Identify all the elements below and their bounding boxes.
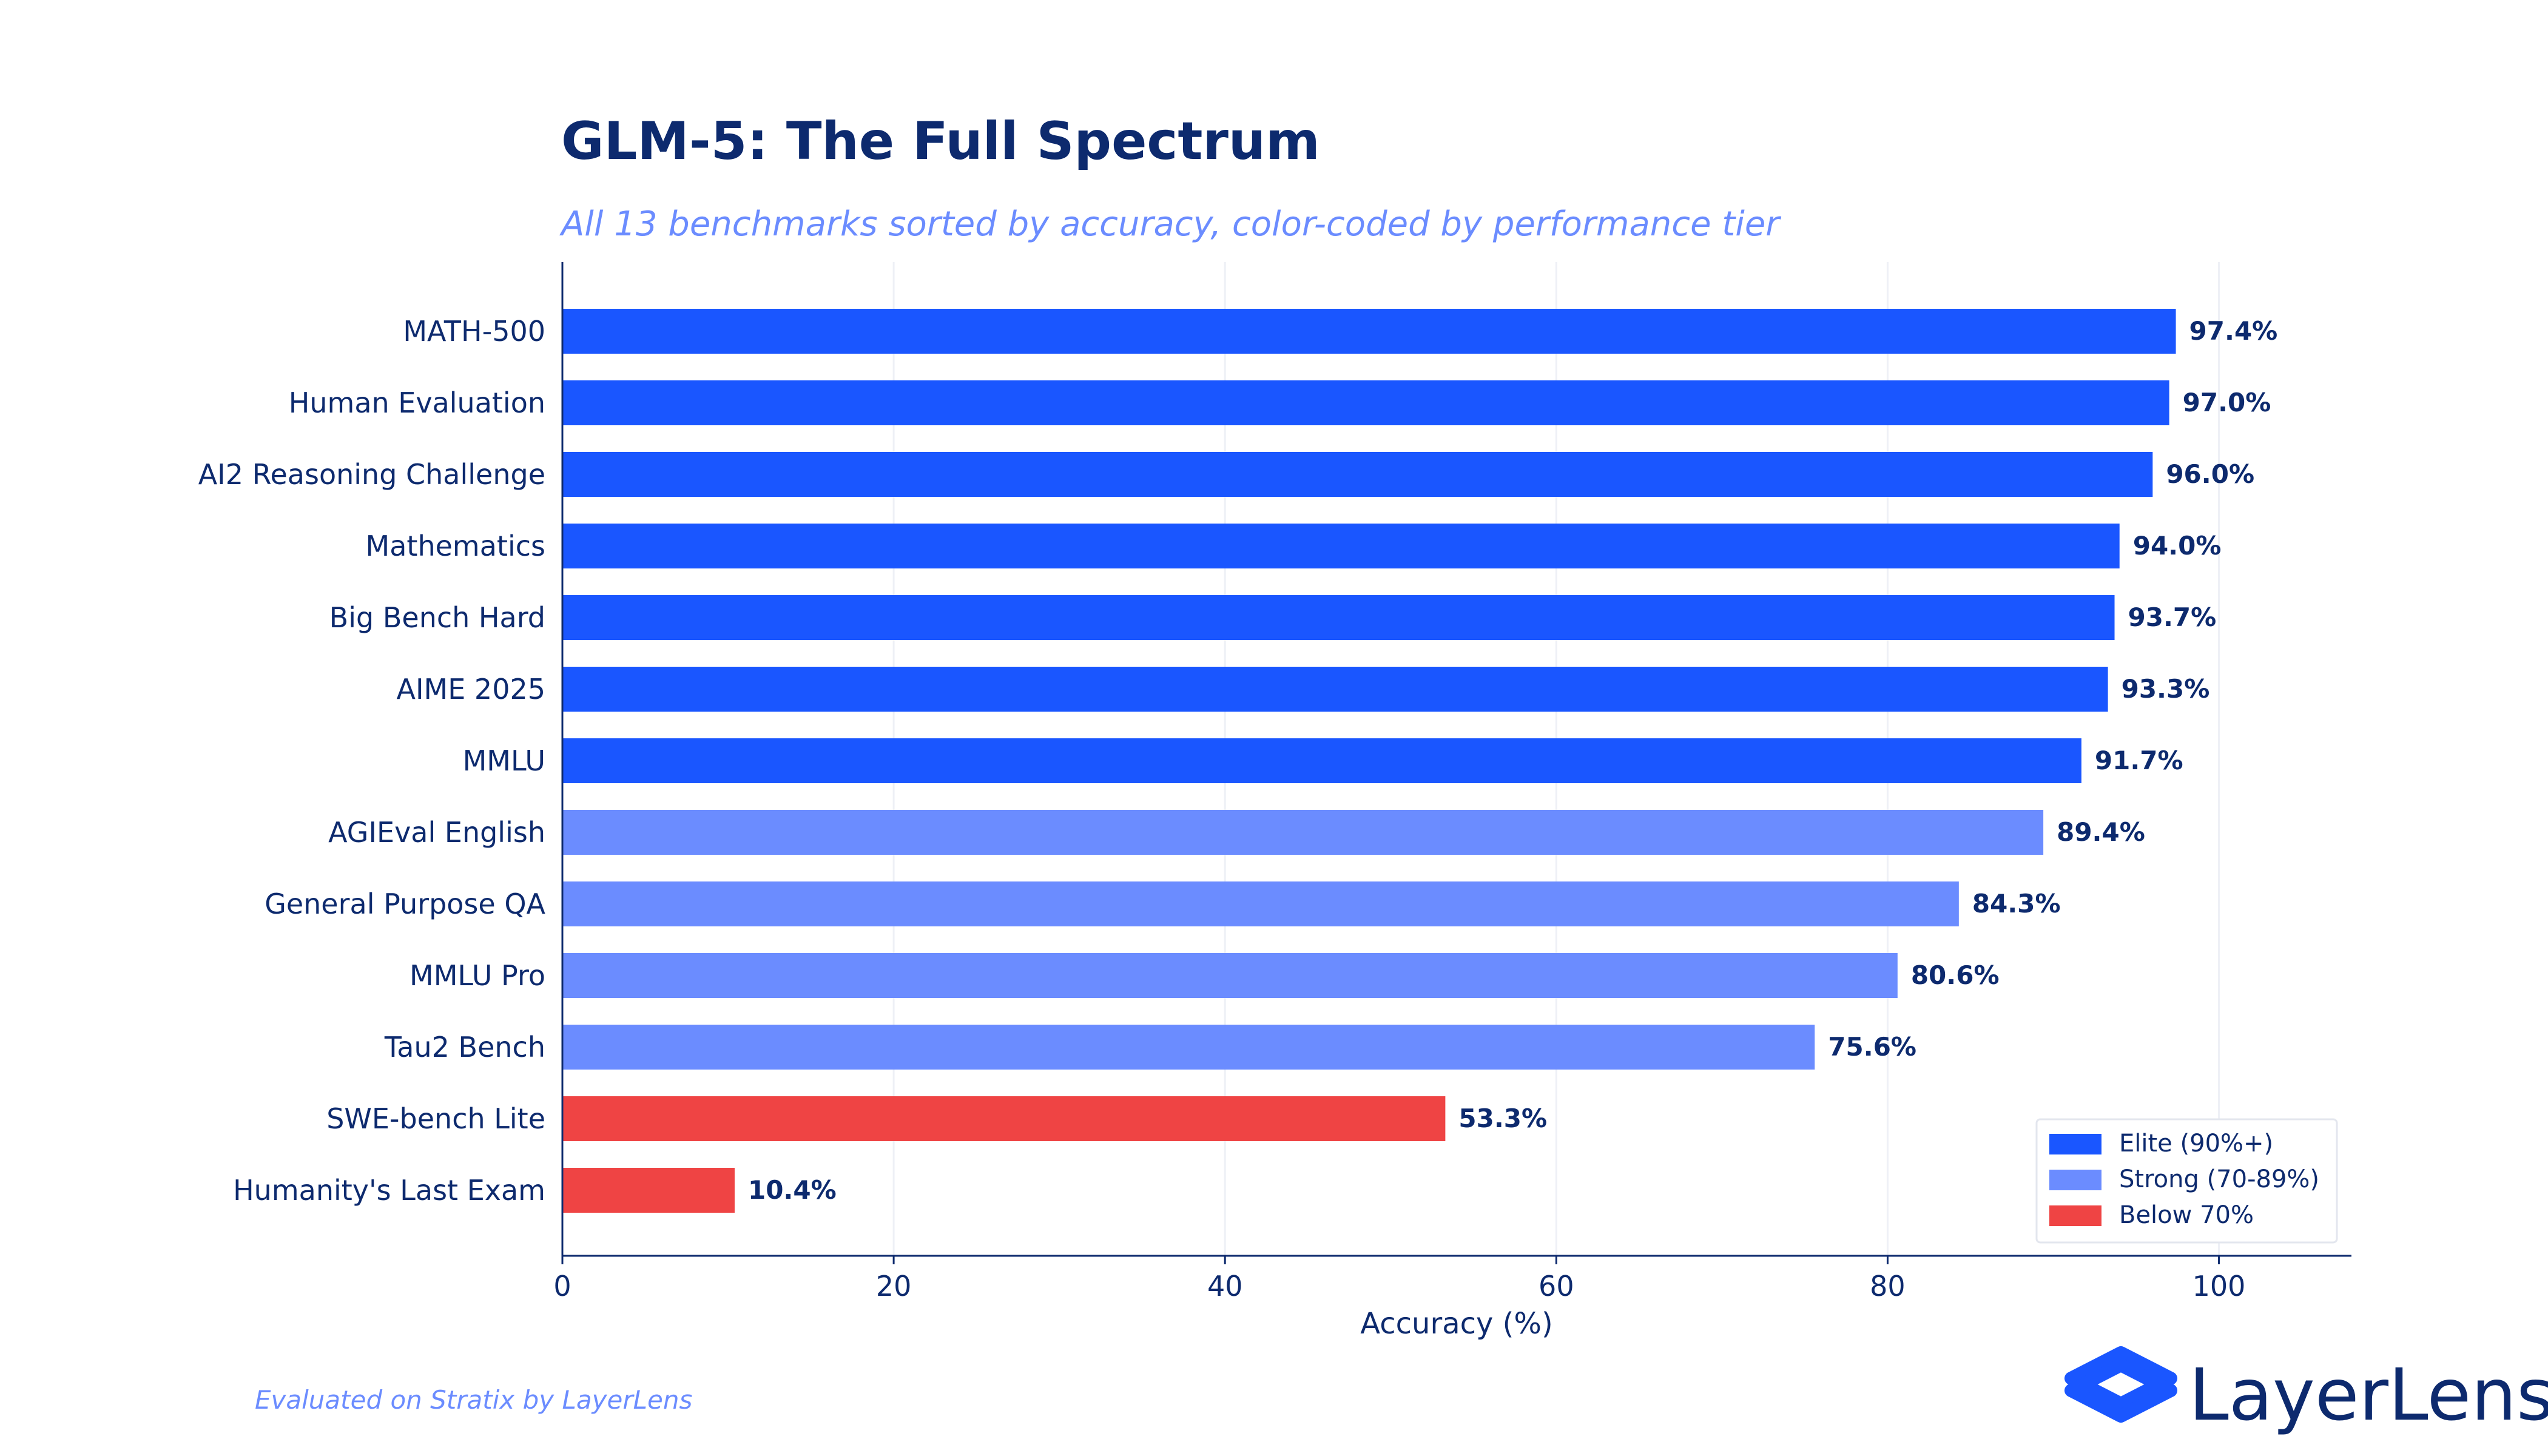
category-label: Humanity's Last Exam bbox=[233, 1174, 545, 1207]
bar bbox=[562, 738, 2081, 783]
layers-icon bbox=[2064, 1346, 2177, 1423]
bar bbox=[562, 524, 2120, 568]
bar bbox=[562, 953, 1898, 998]
bar bbox=[562, 1096, 1446, 1141]
category-label: AGIEval English bbox=[328, 816, 545, 849]
bar bbox=[562, 881, 1959, 926]
legend-box bbox=[2035, 1118, 2338, 1244]
legend-label-elite: Elite (90%+) bbox=[2119, 1130, 2273, 1158]
x-tick-label: 40 bbox=[1207, 1270, 1243, 1303]
category-label: AIME 2025 bbox=[397, 673, 545, 706]
x-tick-label: 80 bbox=[1870, 1270, 1906, 1303]
x-tick-label: 60 bbox=[1539, 1270, 1574, 1303]
bar bbox=[562, 309, 2176, 354]
legend-label-below: Below 70% bbox=[2119, 1201, 2254, 1229]
data-label: 91.7% bbox=[2095, 746, 2183, 775]
bar bbox=[562, 667, 2108, 712]
bar bbox=[562, 810, 2044, 855]
data-label: 10.4% bbox=[748, 1175, 837, 1205]
category-label: Human Evaluation bbox=[289, 386, 545, 419]
category-label: MATH-500 bbox=[403, 315, 545, 348]
data-label: 93.7% bbox=[2128, 602, 2217, 632]
legend: Elite (90%+) Strong (70-89%) Below 70% bbox=[2035, 1118, 2338, 1244]
data-label: 97.0% bbox=[2183, 388, 2271, 417]
x-axis-label: Accuracy (%) bbox=[1360, 1307, 1552, 1341]
category-label: Tau2 Bench bbox=[384, 1031, 545, 1063]
data-label: 84.3% bbox=[1972, 889, 2061, 918]
axes bbox=[561, 262, 2351, 1257]
data-label: 93.3% bbox=[2122, 674, 2210, 704]
category-label: MMLU Pro bbox=[410, 959, 545, 992]
data-label: 96.0% bbox=[2166, 459, 2254, 489]
data-label: 75.6% bbox=[1828, 1032, 1916, 1062]
chart-title: GLM-5: The Full Spectrum bbox=[561, 111, 1320, 172]
bar bbox=[562, 452, 2153, 497]
data-label: 80.6% bbox=[1911, 960, 2000, 990]
legend-label-strong: Strong (70-89%) bbox=[2119, 1165, 2319, 1193]
x-tick-label: 20 bbox=[876, 1270, 912, 1303]
category-label: SWE-bench Lite bbox=[326, 1102, 545, 1135]
footer-note: Evaluated on Stratix by LayerLens bbox=[255, 1385, 692, 1415]
category-label: Mathematics bbox=[366, 530, 545, 562]
bar bbox=[562, 595, 2115, 640]
brand-logo[interactable]: LayerLens bbox=[2064, 1346, 2548, 1437]
legend-swatch-below bbox=[2049, 1205, 2101, 1226]
x-tick-label: 0 bbox=[553, 1270, 571, 1303]
data-label: 94.0% bbox=[2133, 531, 2222, 561]
data-label: 53.3% bbox=[1458, 1104, 1547, 1133]
category-label: Big Bench Hard bbox=[329, 601, 545, 634]
data-label: 89.4% bbox=[2057, 817, 2145, 847]
x-ticks: 0 20 40 60 80 100 bbox=[553, 1256, 2245, 1303]
bars: MATH-500 97.4% Human Evaluation 97.0% AI2 Re… bbox=[198, 309, 2278, 1213]
bar bbox=[562, 380, 2169, 425]
x-tick-label: 100 bbox=[2192, 1270, 2246, 1303]
category-label: AI2 Reasoning Challenge bbox=[198, 458, 545, 491]
category-label: General Purpose QA bbox=[265, 888, 545, 920]
data-label: 97.4% bbox=[2189, 316, 2278, 346]
bar bbox=[562, 1168, 735, 1213]
legend-swatch-strong bbox=[2049, 1170, 2101, 1190]
chart-subtitle: All 13 benchmarks sorted by accuracy, co… bbox=[559, 204, 1781, 244]
brand-name: LayerLens bbox=[2189, 1353, 2548, 1437]
legend-swatch-elite bbox=[2049, 1134, 2101, 1154]
category-label: MMLU bbox=[463, 744, 545, 777]
bar bbox=[562, 1025, 1815, 1070]
